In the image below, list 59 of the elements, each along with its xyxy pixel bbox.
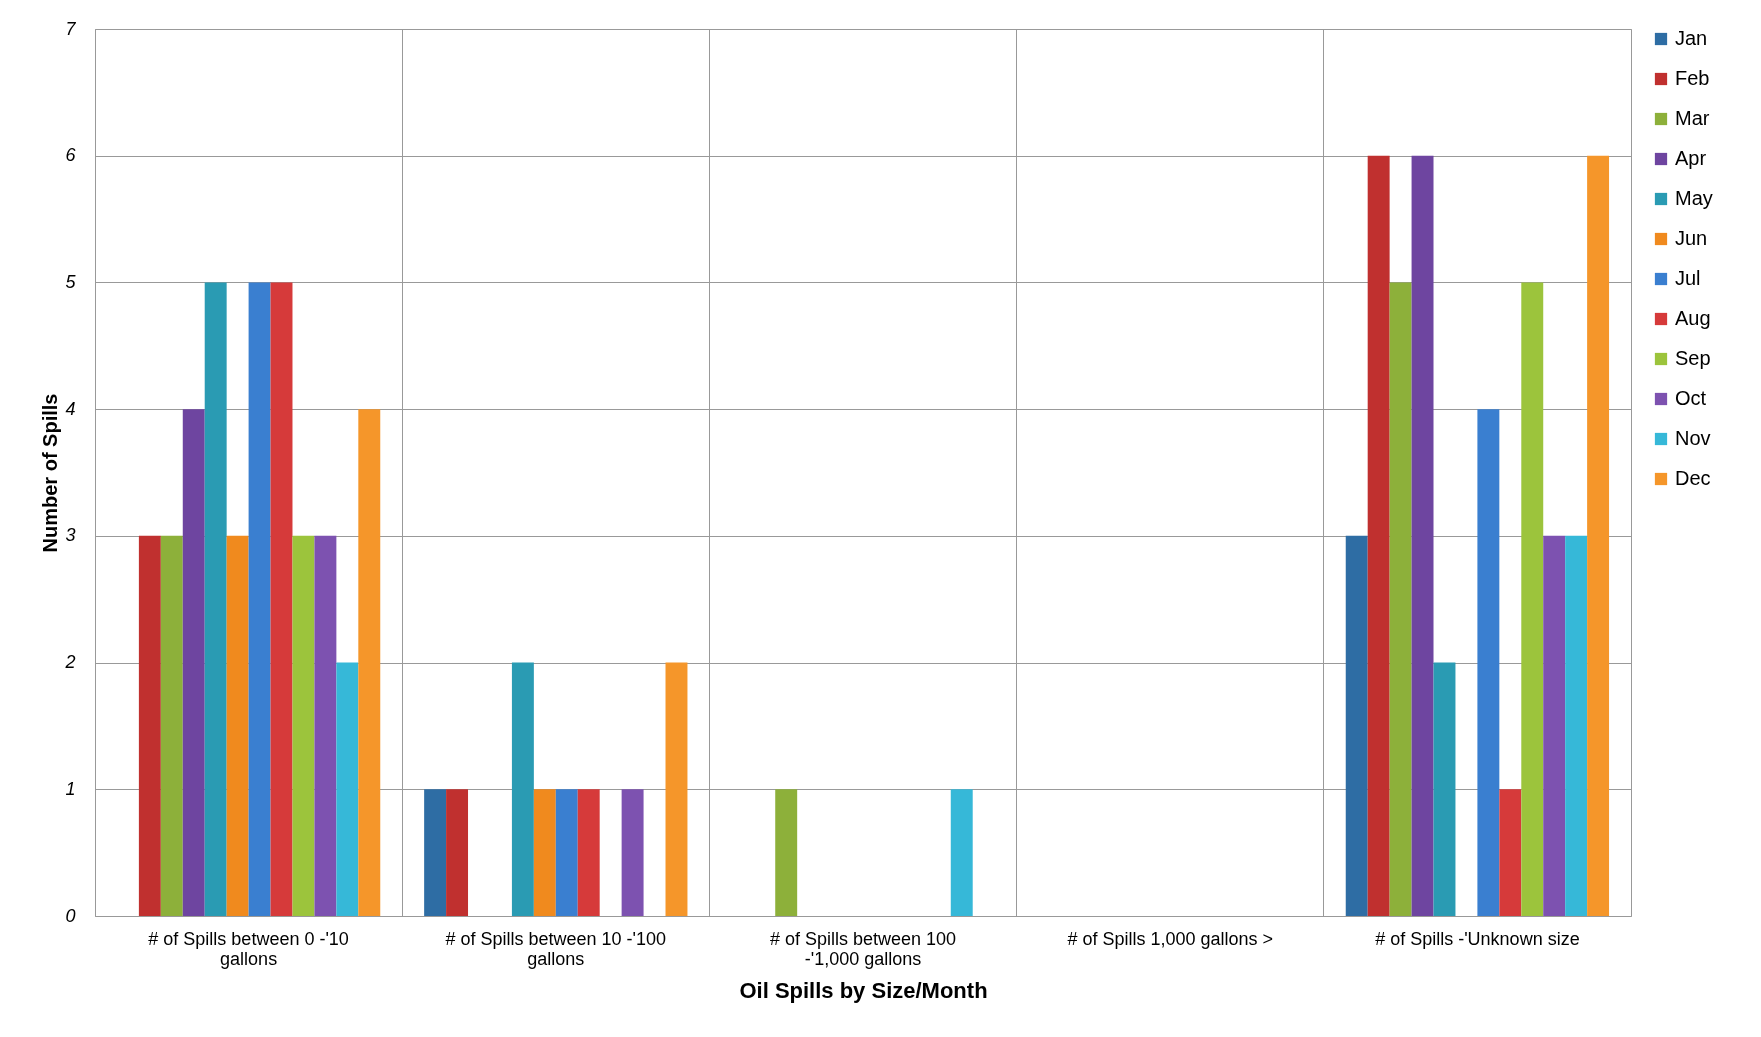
bar xyxy=(182,409,205,916)
bar xyxy=(204,282,227,916)
bar xyxy=(138,535,161,916)
y-tick-label: 7 xyxy=(65,18,77,39)
bar xyxy=(1477,409,1500,916)
bar xyxy=(1521,282,1544,916)
bar xyxy=(577,789,600,916)
bar xyxy=(1389,282,1412,916)
legend-label: May xyxy=(1675,187,1713,209)
x-tick-label: # of Spills between 100 -'1,000 gallons xyxy=(769,928,957,969)
bar xyxy=(314,535,337,916)
legend-label: Mar xyxy=(1675,107,1710,129)
bar xyxy=(533,789,556,916)
bar xyxy=(424,789,447,916)
legend-label: Feb xyxy=(1675,67,1710,89)
bar xyxy=(358,409,381,916)
x-tick-label: # of Spills 1,000 gallons > xyxy=(1067,928,1274,949)
bar xyxy=(270,282,293,916)
bar xyxy=(446,789,469,916)
bar xyxy=(336,662,359,916)
legend-label: Sep xyxy=(1675,347,1711,369)
bar xyxy=(292,535,315,916)
x-axis-title: Oil Spills by Size/Month xyxy=(739,977,988,1003)
x-tick-label: # of Spills -'Unknown size xyxy=(1375,928,1580,949)
bar xyxy=(1411,155,1434,916)
bar xyxy=(511,662,534,916)
y-tick-label: 2 xyxy=(64,652,76,673)
y-tick-label: 5 xyxy=(65,271,77,292)
bar xyxy=(621,789,644,916)
bar xyxy=(1499,789,1522,916)
bar xyxy=(1433,662,1456,916)
legend-label: Aug xyxy=(1675,307,1711,329)
bar xyxy=(950,789,973,916)
y-tick-label: 3 xyxy=(65,525,76,546)
y-tick-label: 6 xyxy=(65,145,77,166)
bar xyxy=(226,535,249,916)
y-tick-label: 1 xyxy=(65,778,76,799)
legend-label: Oct xyxy=(1675,387,1707,409)
y-tick-label: 4 xyxy=(65,398,76,419)
bar xyxy=(1565,535,1588,916)
bar xyxy=(1543,535,1566,916)
x-tick-label: # of Spills between 10 -'100 gallons xyxy=(445,928,667,969)
bar xyxy=(1587,155,1610,916)
bar xyxy=(775,789,798,916)
legend-label: Nov xyxy=(1675,427,1711,449)
legend-label: Apr xyxy=(1675,147,1707,169)
bar xyxy=(1345,535,1368,916)
bar xyxy=(248,282,271,916)
legend-label: Jul xyxy=(1675,267,1701,289)
y-tick-label: 0 xyxy=(65,905,76,926)
legend-label: Jan xyxy=(1675,27,1708,49)
legend-label: Dec xyxy=(1675,467,1711,489)
bar xyxy=(1367,155,1390,916)
y-axis-title: Number of Spills xyxy=(39,393,62,553)
x-tick-label: # of Spills between 0 -'10 gallons xyxy=(148,928,349,969)
bar xyxy=(665,662,688,916)
bar xyxy=(160,535,183,916)
legend-label: Jun xyxy=(1675,227,1708,249)
bar xyxy=(555,789,578,916)
